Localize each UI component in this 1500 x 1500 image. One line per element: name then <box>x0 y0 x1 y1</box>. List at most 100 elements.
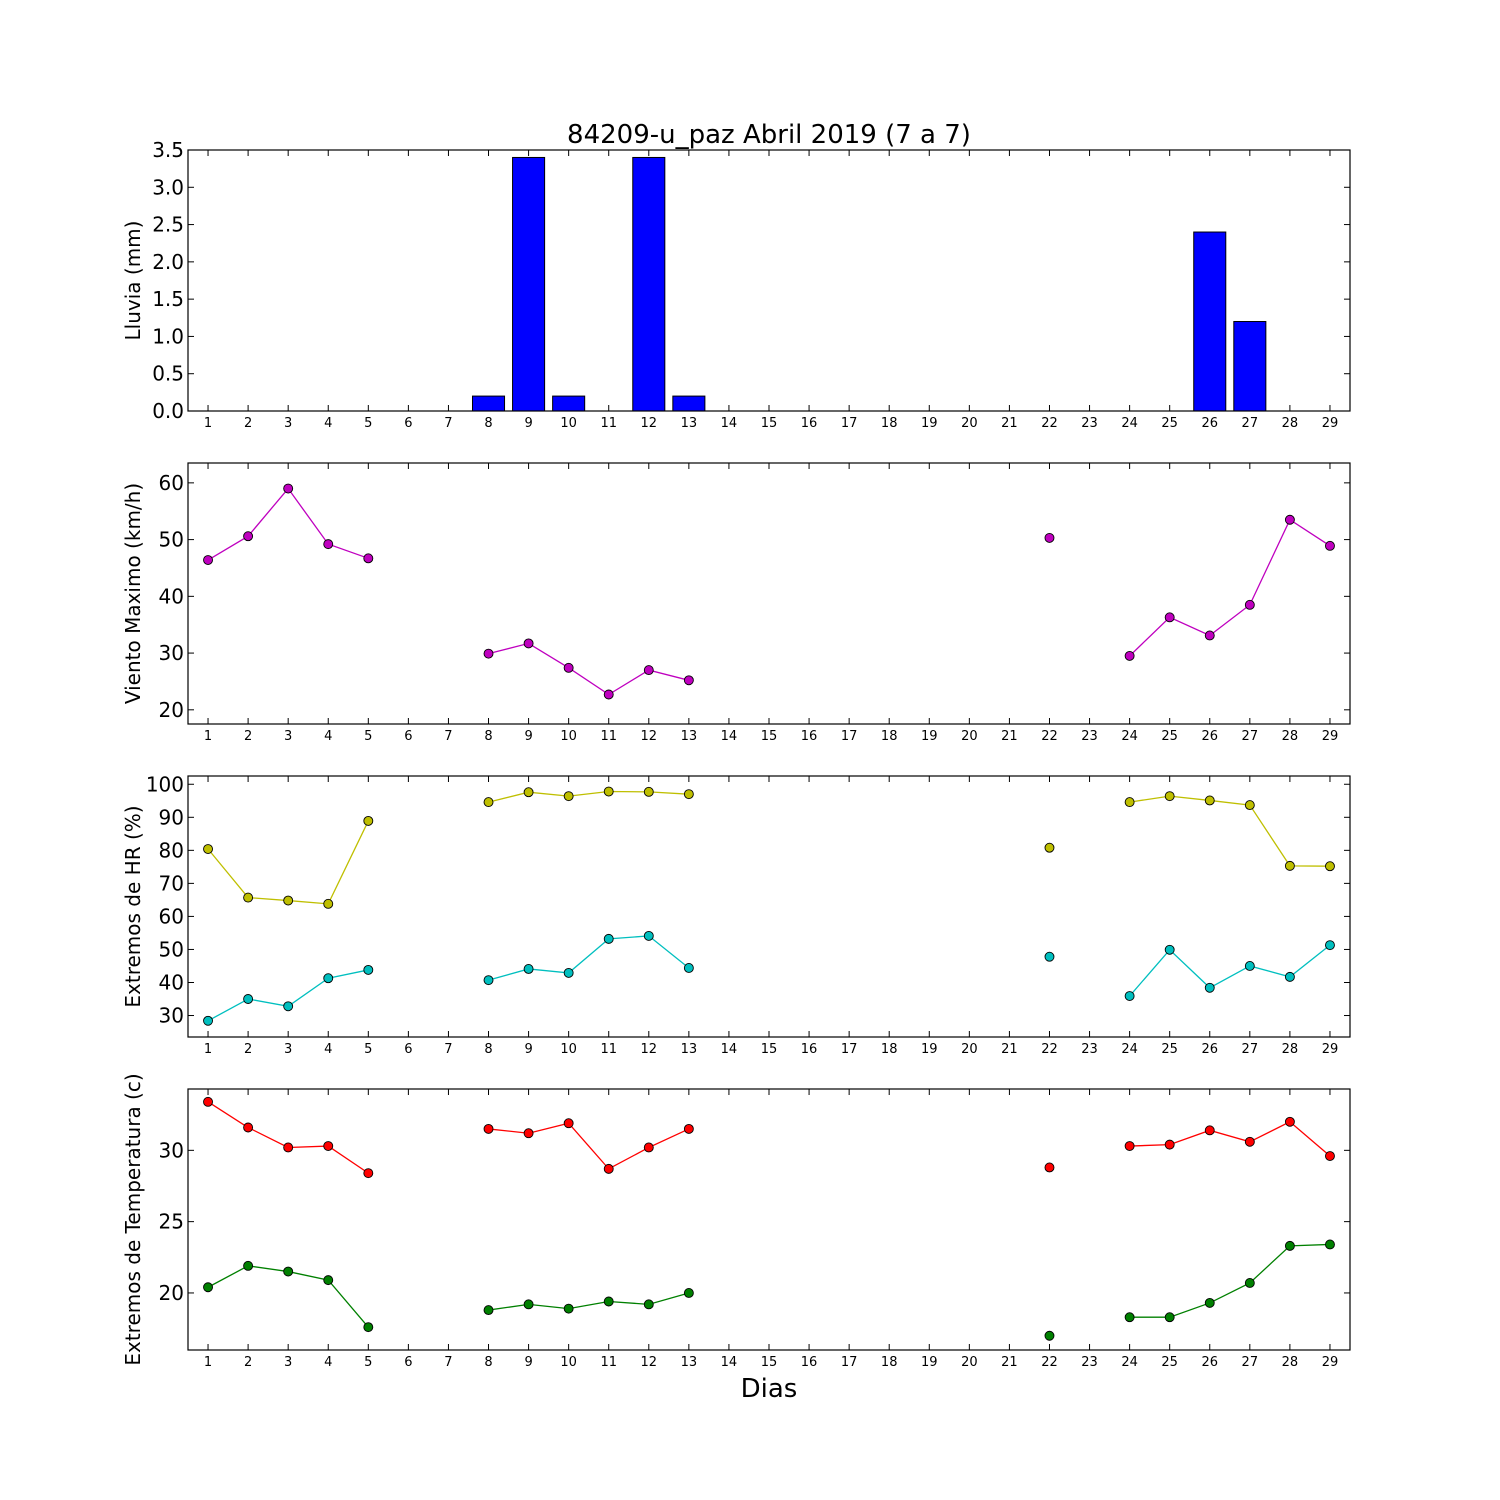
x-tick-label: 22 <box>1041 416 1058 431</box>
point-series-1-day-27 <box>1244 800 1255 811</box>
point-series-2-day-12 <box>643 1299 654 1310</box>
point-series-2-day-3 <box>283 1001 294 1012</box>
point-series-1-day-10 <box>563 791 574 802</box>
x-tick-label: 2 <box>244 729 252 744</box>
point-series-1-day-3 <box>283 1142 294 1153</box>
plot-frame <box>187 462 1351 725</box>
point-series-2-day-13 <box>683 963 694 973</box>
y-tick-label: 20 <box>159 1281 184 1305</box>
point-series-2-day-25 <box>1164 944 1175 955</box>
point-series-2-day-25 <box>1164 1312 1175 1323</box>
x-tick-label: 8 <box>484 416 492 431</box>
y-tick-label: 50 <box>159 937 184 961</box>
y-tick-label: 100 <box>146 772 184 796</box>
series-line-1 <box>488 1122 690 1170</box>
x-tick-label: 5 <box>364 1042 372 1057</box>
x-tick-label: 20 <box>961 1042 978 1057</box>
point-series-2-day-29 <box>1325 1239 1335 1250</box>
x-tick-label: 21 <box>1001 1355 1018 1370</box>
y-axis-label: Extremos de HR (%) <box>121 805 145 1007</box>
x-tick-label: 4 <box>324 1042 332 1057</box>
point-series-1-day-25 <box>1164 1139 1175 1150</box>
series-line-1 <box>488 642 690 696</box>
x-tick-label: 8 <box>484 729 492 744</box>
point-series-1-day-26 <box>1204 630 1215 641</box>
point-series-1-day-24 <box>1124 1141 1135 1151</box>
x-tick-label: 20 <box>961 1355 978 1370</box>
point-series-1-day-3 <box>283 483 294 494</box>
x-tick-label: 3 <box>284 416 292 431</box>
point-series-2-day-9 <box>523 963 534 974</box>
x-tick-label: 1 <box>204 416 212 431</box>
plot-frame <box>187 149 1351 412</box>
point-series-2-day-10 <box>563 967 574 978</box>
point-series-1-day-29 <box>1325 540 1335 551</box>
point-series-1-day-28 <box>1284 1116 1295 1127</box>
x-tick-label: 19 <box>921 416 938 431</box>
x-tick-label: 24 <box>1121 729 1138 744</box>
x-tick-label: 2 <box>244 1042 252 1057</box>
x-tick-label: 28 <box>1282 729 1299 744</box>
point-series-1-day-1 <box>203 1096 213 1107</box>
point-series-1-day-4 <box>323 898 334 909</box>
point-series-1-day-2 <box>243 531 254 542</box>
plot-frame <box>187 775 1351 1038</box>
point-series-2-day-8 <box>483 975 494 986</box>
x-tick-label: 21 <box>1001 729 1018 744</box>
chart-title: 84209-u_paz Abril 2019 (7 a 7) <box>567 120 971 150</box>
x-tick-label: 16 <box>801 416 818 431</box>
y-tick-label: 90 <box>159 805 184 829</box>
point-series-2-day-2 <box>243 1260 254 1271</box>
y-tick-label: 0.0 <box>152 399 184 423</box>
point-series-2-day-28 <box>1284 971 1295 982</box>
plot-area <box>188 1089 1350 1350</box>
y-tick-label: 40 <box>159 970 184 994</box>
point-series-1-day-3 <box>283 895 294 906</box>
series-line-2 <box>1129 944 1331 997</box>
x-tick-label: 7 <box>444 729 452 744</box>
y-tick-label: 80 <box>159 838 184 862</box>
x-tick-label: 18 <box>881 416 898 431</box>
point-series-1-day-4 <box>323 539 334 550</box>
x-tick-label: 15 <box>761 729 778 744</box>
point-series-1-day-27 <box>1244 1136 1255 1147</box>
series-line-1 <box>488 790 689 803</box>
bar-day-27 <box>1233 321 1267 412</box>
x-tick-label: 18 <box>881 1355 898 1370</box>
point-series-1-day-5 <box>363 553 374 564</box>
x-tick-label: 7 <box>444 416 452 431</box>
point-series-2-day-4 <box>323 1275 334 1286</box>
y-tick-label: 3.0 <box>152 175 184 199</box>
x-tick-label: 16 <box>801 1355 818 1370</box>
x-tick-label: 19 <box>921 729 938 744</box>
x-tick-label: 4 <box>324 1355 332 1370</box>
point-series-2-day-4 <box>323 973 334 984</box>
plot-area <box>188 150 1350 411</box>
chart-panels: 0.00.51.01.52.02.53.03.51 2 3 4 5 6 7 8 9 10 11 12 1… <box>121 138 1351 1370</box>
point-series-1-day-12 <box>643 786 654 797</box>
y-tick-label: 1.0 <box>152 324 184 348</box>
x-tick-label: 26 <box>1201 416 1218 431</box>
point-series-1-day-27 <box>1244 599 1255 610</box>
bar-day-12 <box>632 156 666 412</box>
point-series-1-day-24 <box>1124 797 1135 808</box>
y-tick-label: 50 <box>159 528 184 552</box>
x-tick-label: 24 <box>1121 1355 1138 1370</box>
point-series-2-day-12 <box>643 930 654 941</box>
plot-area <box>188 776 1350 1037</box>
x-tick-label: 6 <box>404 1042 412 1057</box>
x-tick-label: 13 <box>681 1042 698 1057</box>
point-series-1-day-5 <box>363 815 374 826</box>
x-tick-label: 25 <box>1161 1355 1178 1370</box>
y-tick-label: 40 <box>159 584 184 608</box>
x-tick-label: 6 <box>404 416 412 431</box>
point-series-2-day-24 <box>1124 991 1135 1001</box>
x-tick-label: 17 <box>841 1042 858 1057</box>
x-tick-label: 29 <box>1322 1355 1339 1370</box>
point-series-1-day-22 <box>1044 532 1055 543</box>
x-tick-label: 22 <box>1041 729 1058 744</box>
x-tick-label: 27 <box>1242 1042 1259 1057</box>
x-tick-label: 10 <box>560 1042 577 1057</box>
y-axis-label: Viento Maximo (km/h) <box>121 483 145 704</box>
x-tick-label: 16 <box>801 729 818 744</box>
